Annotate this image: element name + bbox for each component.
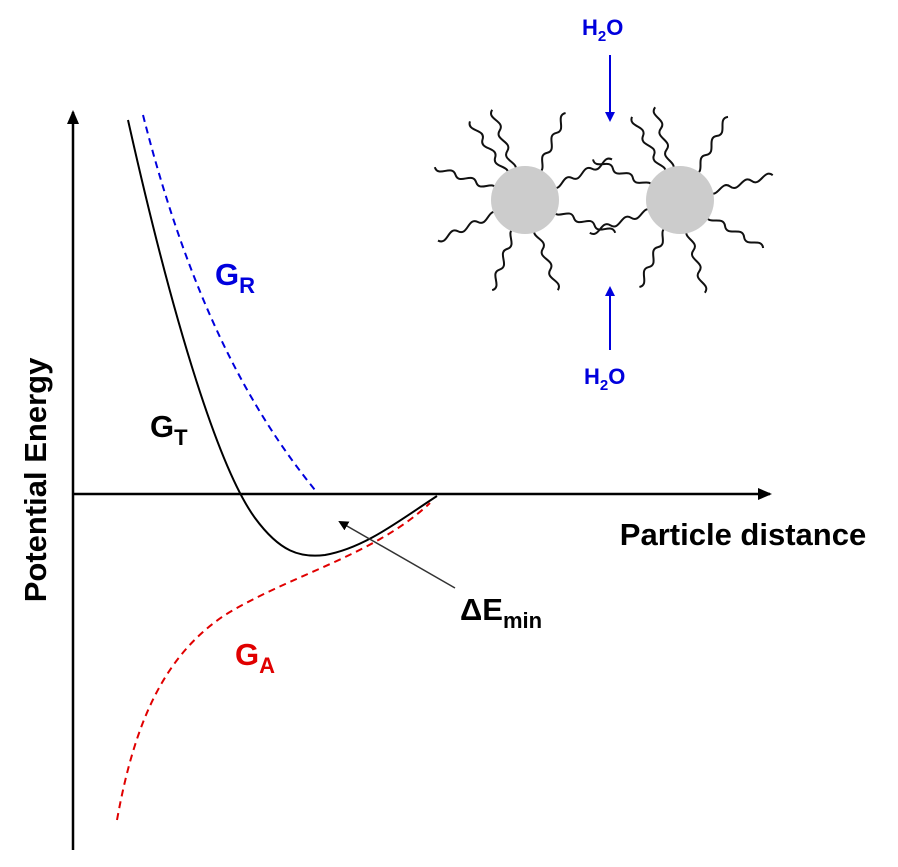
symbol: G — [150, 409, 174, 444]
annotation-label: ΔEmin — [460, 592, 542, 633]
water-label: H2O — [584, 364, 625, 394]
atom: H — [582, 15, 598, 40]
particle — [491, 166, 559, 234]
atom: O — [606, 15, 623, 40]
total-label: GT — [150, 409, 188, 450]
subscript: A — [259, 653, 275, 678]
atom: H — [584, 364, 600, 389]
subscript: R — [239, 273, 255, 298]
attraction-curve — [116, 502, 431, 821]
subscript: min — [503, 608, 542, 633]
particle-illustration — [432, 105, 775, 295]
particle — [646, 166, 714, 234]
repulsion-label: GR — [215, 257, 255, 298]
subscript: T — [174, 425, 188, 450]
symbol: G — [235, 637, 259, 672]
atom: O — [608, 364, 625, 389]
annotation-arrow — [338, 521, 456, 589]
symbol: G — [215, 257, 239, 292]
x-axis-label: Particle distance — [620, 517, 866, 552]
attraction-label: GA — [235, 637, 275, 678]
repulsion-curve — [142, 114, 316, 491]
symbol: ΔE — [460, 592, 503, 627]
total-curve — [127, 119, 438, 557]
subscript: 2 — [600, 377, 608, 394]
water-label: H2O — [582, 15, 623, 45]
y-axis-label: Potential Energy — [18, 357, 53, 602]
subscript: 2 — [598, 28, 606, 45]
